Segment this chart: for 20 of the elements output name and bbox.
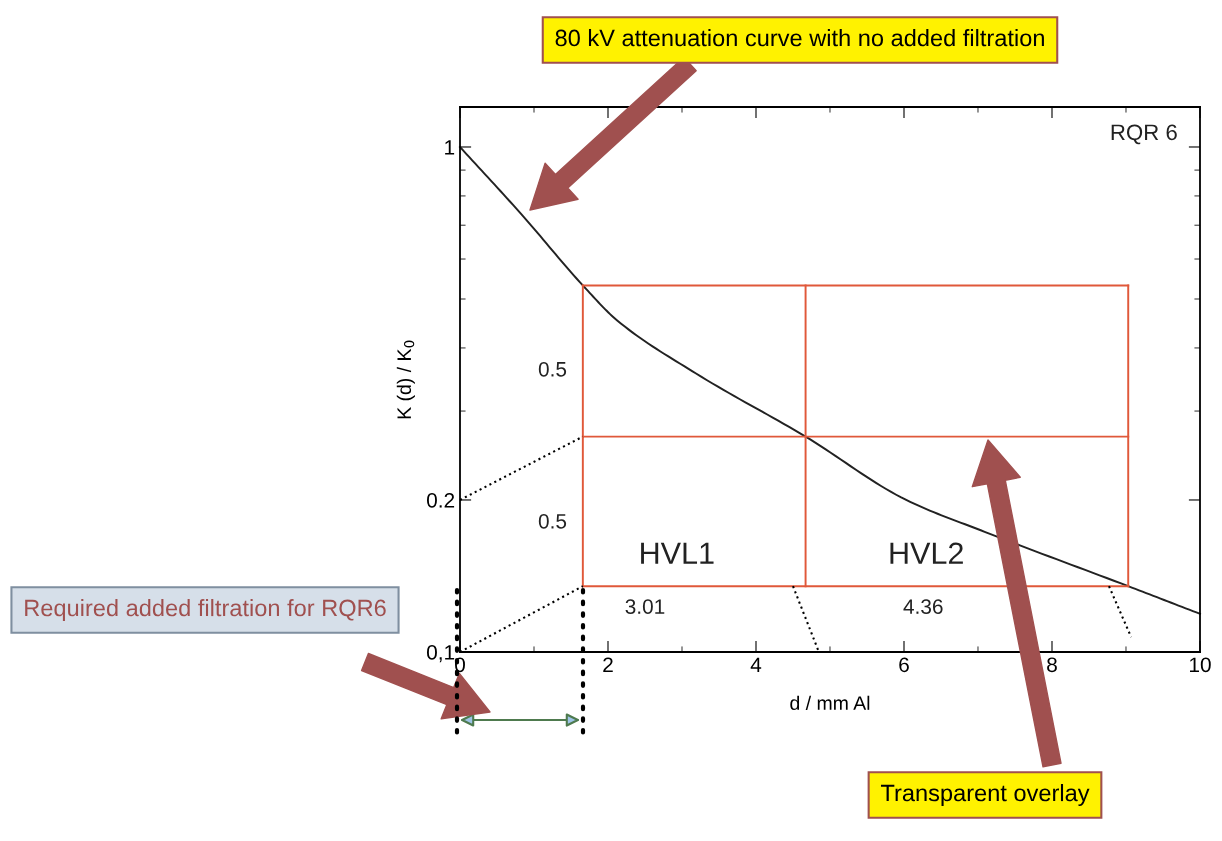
x-axis-title: d / mm Al <box>790 695 870 711</box>
x-tick-label: 2 <box>603 657 613 672</box>
annotation: 0.5 <box>538 513 567 529</box>
y-tick-label: 0.2 <box>426 492 455 508</box>
x-tick-label: 6 <box>899 657 909 673</box>
x-tick-label: 8 <box>1047 657 1057 673</box>
annotation: 3.01 <box>625 599 665 614</box>
annotation: 0.5 <box>538 361 567 377</box>
y-tick-label: 0,1 <box>426 645 455 663</box>
x-tick-label: 10 <box>1190 657 1211 673</box>
y-tick-label: 1 <box>445 140 455 155</box>
y-axis-title: K (d) / K$_{0}$ <box>396 340 415 419</box>
annotation: 4.36 <box>903 599 943 614</box>
x-tick-label: 4 <box>750 657 762 672</box>
text: 80 kV attenuation curve with no added filtration <box>555 29 1044 47</box>
annotation: RQR 6 <box>1111 124 1177 145</box>
text: Required added filtration for RQR6 <box>25 598 386 622</box>
text: Transparent overlay <box>880 783 1090 807</box>
annotation: HVL2 <box>890 542 963 564</box>
annotation: HVL1 <box>641 542 714 564</box>
